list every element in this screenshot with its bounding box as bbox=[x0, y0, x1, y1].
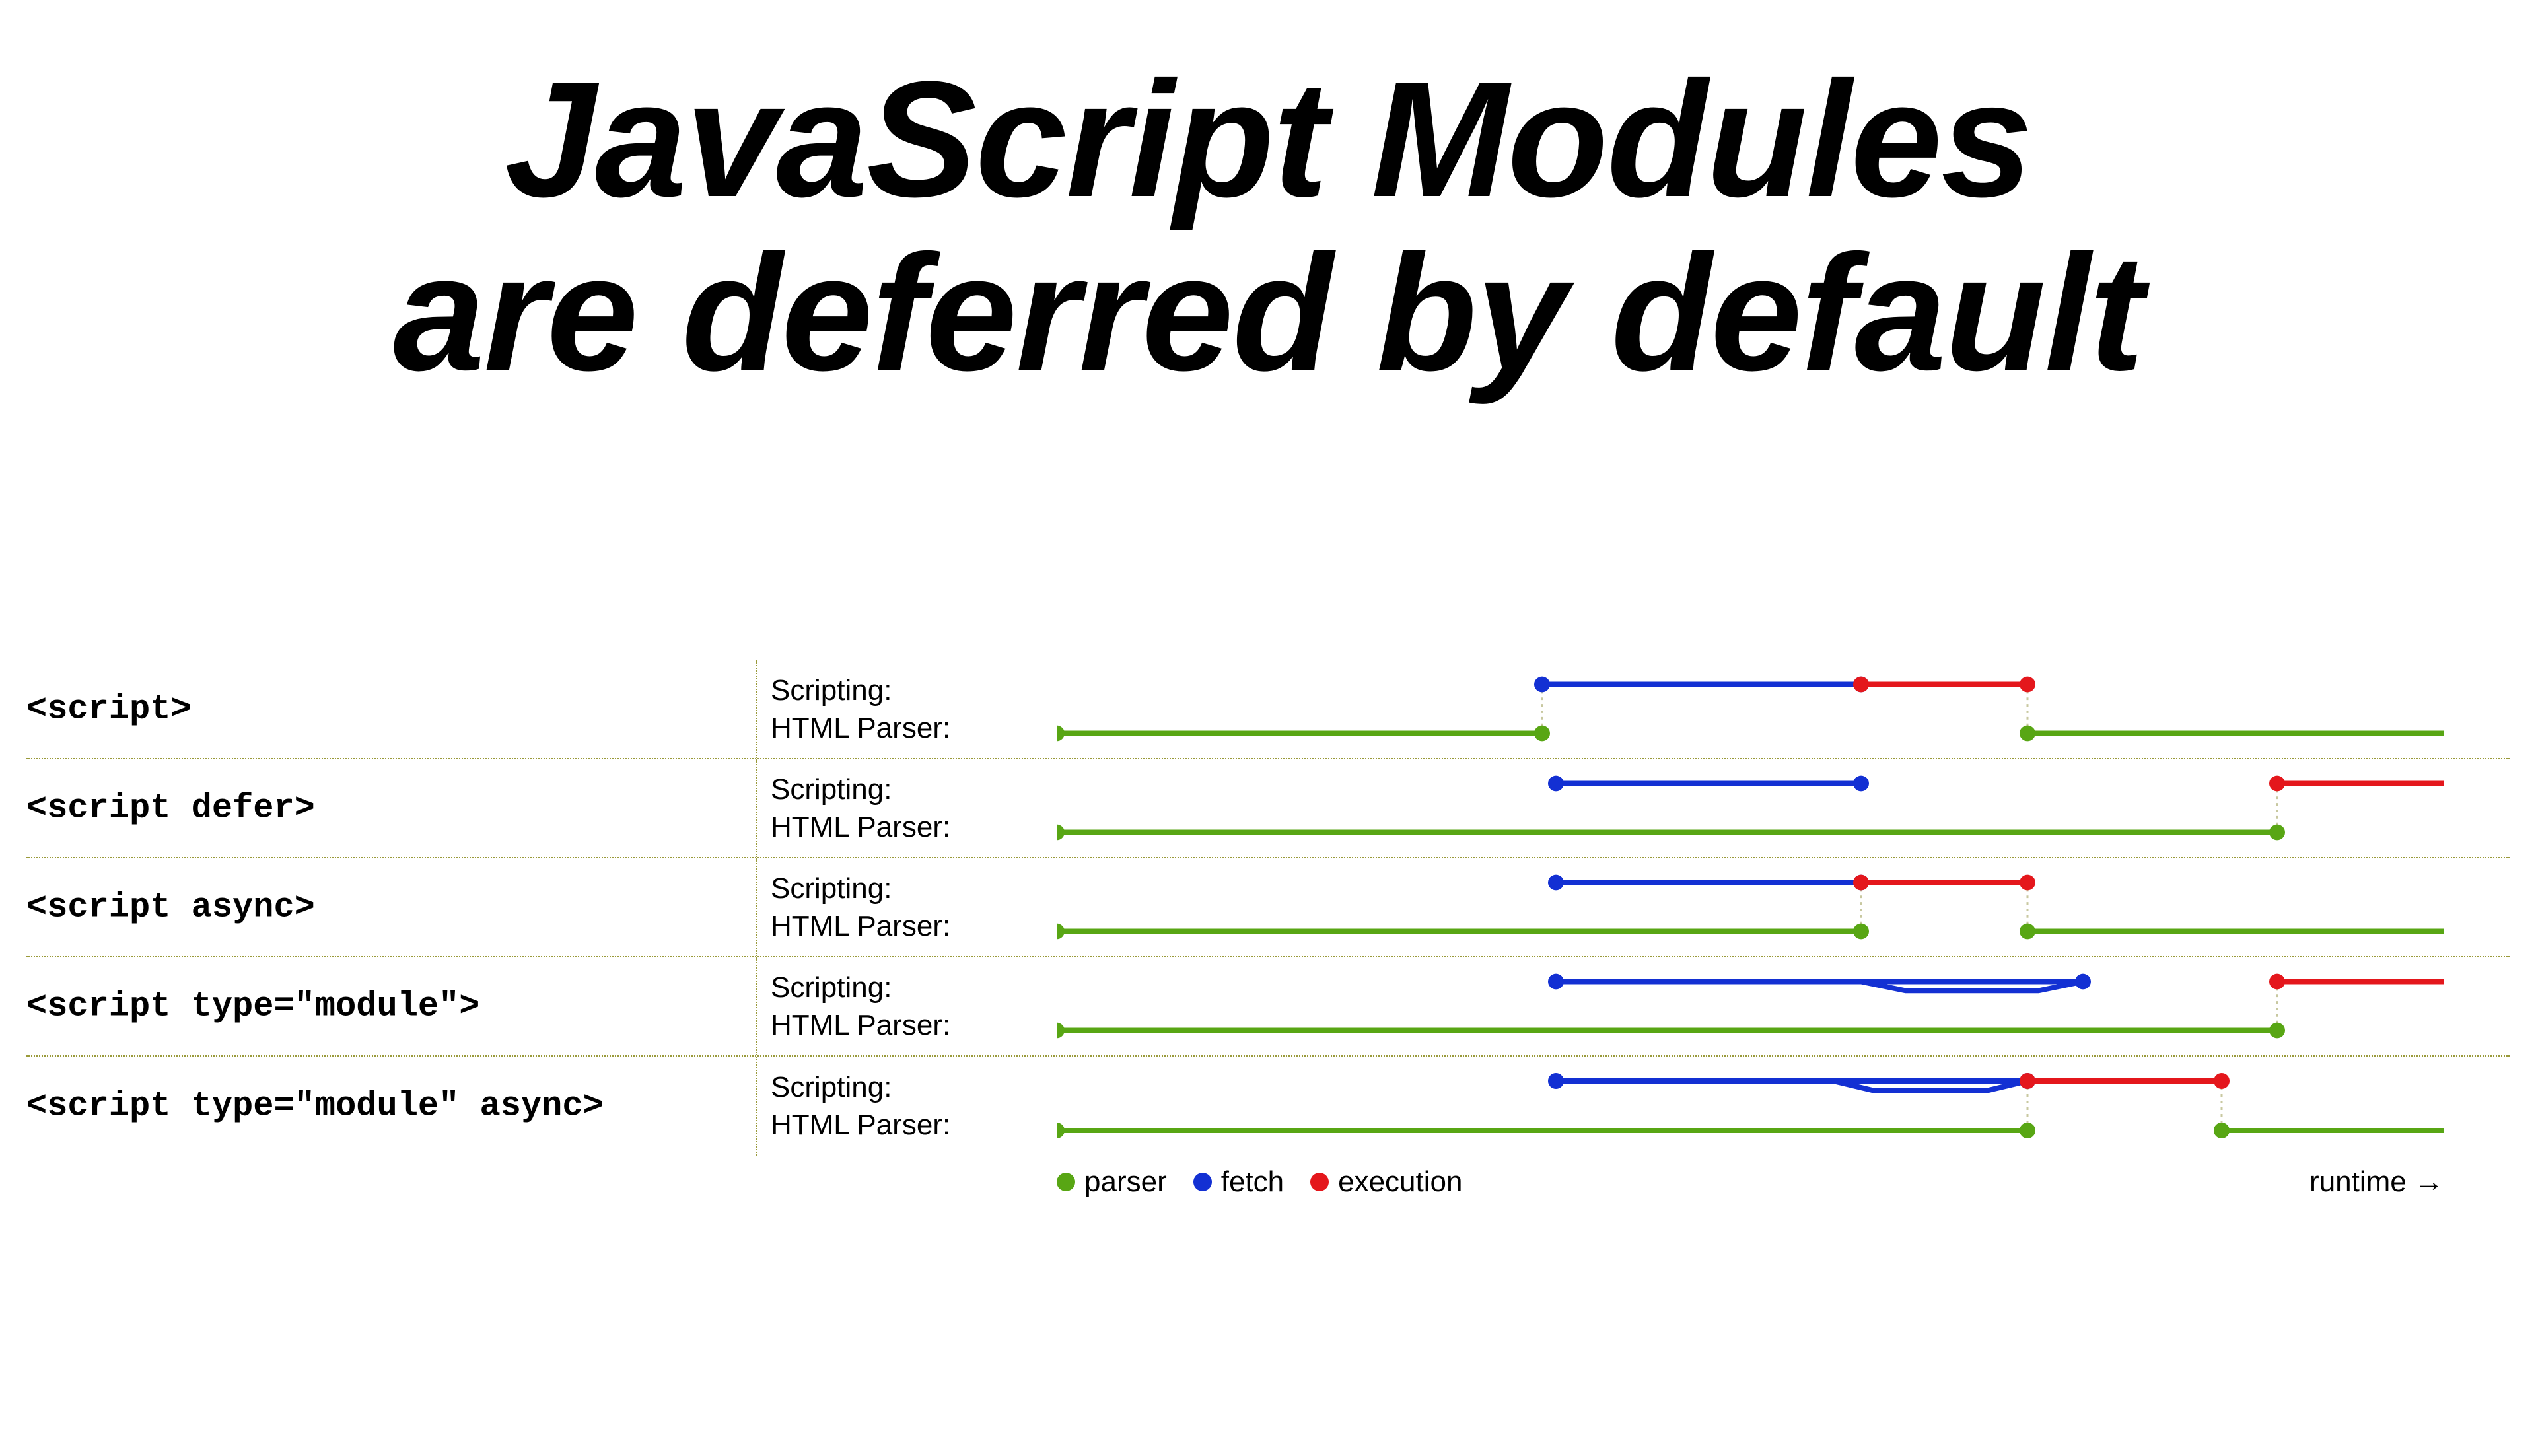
sublabel-parser: HTML Parser: bbox=[771, 1106, 950, 1144]
legend-label-parser: parser bbox=[1084, 1165, 1167, 1198]
sublabel-scripting: Scripting: bbox=[771, 1068, 950, 1106]
script-label-script-module-async: <script type="module" async> bbox=[26, 1087, 604, 1126]
sublabels: Scripting:HTML Parser: bbox=[756, 1057, 950, 1156]
sublabels: Scripting:HTML Parser: bbox=[756, 957, 950, 1055]
timing-diagram: <script>Scripting:HTML Parser:<script de… bbox=[26, 660, 2510, 1156]
legend-dot-execution bbox=[1310, 1173, 1329, 1191]
sublabel-parser: HTML Parser: bbox=[771, 808, 950, 846]
legend-label-fetch: fetch bbox=[1221, 1165, 1284, 1198]
row-script-module: <script type="module"> Scripting:HTML Par… bbox=[26, 957, 2510, 1057]
sublabel-scripting: Scripting: bbox=[771, 969, 950, 1006]
row-script-plain: <script> Scripting:HTML Parser: bbox=[26, 660, 2510, 759]
sublabels: Scripting:HTML Parser: bbox=[756, 858, 950, 956]
row-script-module-async: <script type="module" async> Scripting:HT… bbox=[26, 1057, 2510, 1156]
row-script-defer: <script defer> Scripting:HTML Parser: bbox=[26, 759, 2510, 858]
script-label-script-defer: <script defer> bbox=[26, 789, 315, 828]
script-label-script-plain: <script> bbox=[26, 690, 192, 729]
legend-item-parser: parser bbox=[1057, 1165, 1167, 1198]
legend-label-execution: execution bbox=[1338, 1165, 1462, 1198]
sublabel-parser: HTML Parser: bbox=[771, 907, 950, 945]
sublabels: Scripting:HTML Parser: bbox=[756, 759, 950, 857]
sublabel-scripting: Scripting: bbox=[771, 870, 950, 907]
title-line-2: are deferred by default bbox=[0, 226, 2536, 400]
timeline-script-module bbox=[1057, 957, 2444, 1055]
legend: parser fetch execution runtime → bbox=[1057, 1162, 2444, 1202]
sublabel-parser: HTML Parser: bbox=[771, 709, 950, 747]
sublabel-scripting: Scripting: bbox=[771, 771, 950, 808]
legend-dot-fetch bbox=[1193, 1173, 1212, 1191]
runtime-label: runtime → bbox=[2309, 1165, 2444, 1198]
sublabels: Scripting:HTML Parser: bbox=[756, 660, 950, 758]
timeline-script-async bbox=[1057, 858, 2444, 956]
legend-item-execution: execution bbox=[1310, 1165, 1462, 1198]
title-line-1: JavaScript Modules bbox=[0, 53, 2536, 226]
sublabel-parser: HTML Parser: bbox=[771, 1006, 950, 1044]
legend-dot-parser bbox=[1057, 1173, 1075, 1191]
timeline-script-plain bbox=[1057, 660, 2444, 758]
timeline-script-defer bbox=[1057, 759, 2444, 857]
legend-item-fetch: fetch bbox=[1193, 1165, 1284, 1198]
sublabel-scripting: Scripting: bbox=[771, 672, 950, 709]
script-label-script-async: <script async> bbox=[26, 888, 315, 927]
row-script-async: <script async> Scripting:HTML Parser: bbox=[26, 858, 2510, 957]
page-title: JavaScript Modules are deferred by defau… bbox=[0, 53, 2536, 399]
script-label-script-module: <script type="module"> bbox=[26, 987, 480, 1026]
timeline-script-module-async bbox=[1057, 1057, 2444, 1156]
